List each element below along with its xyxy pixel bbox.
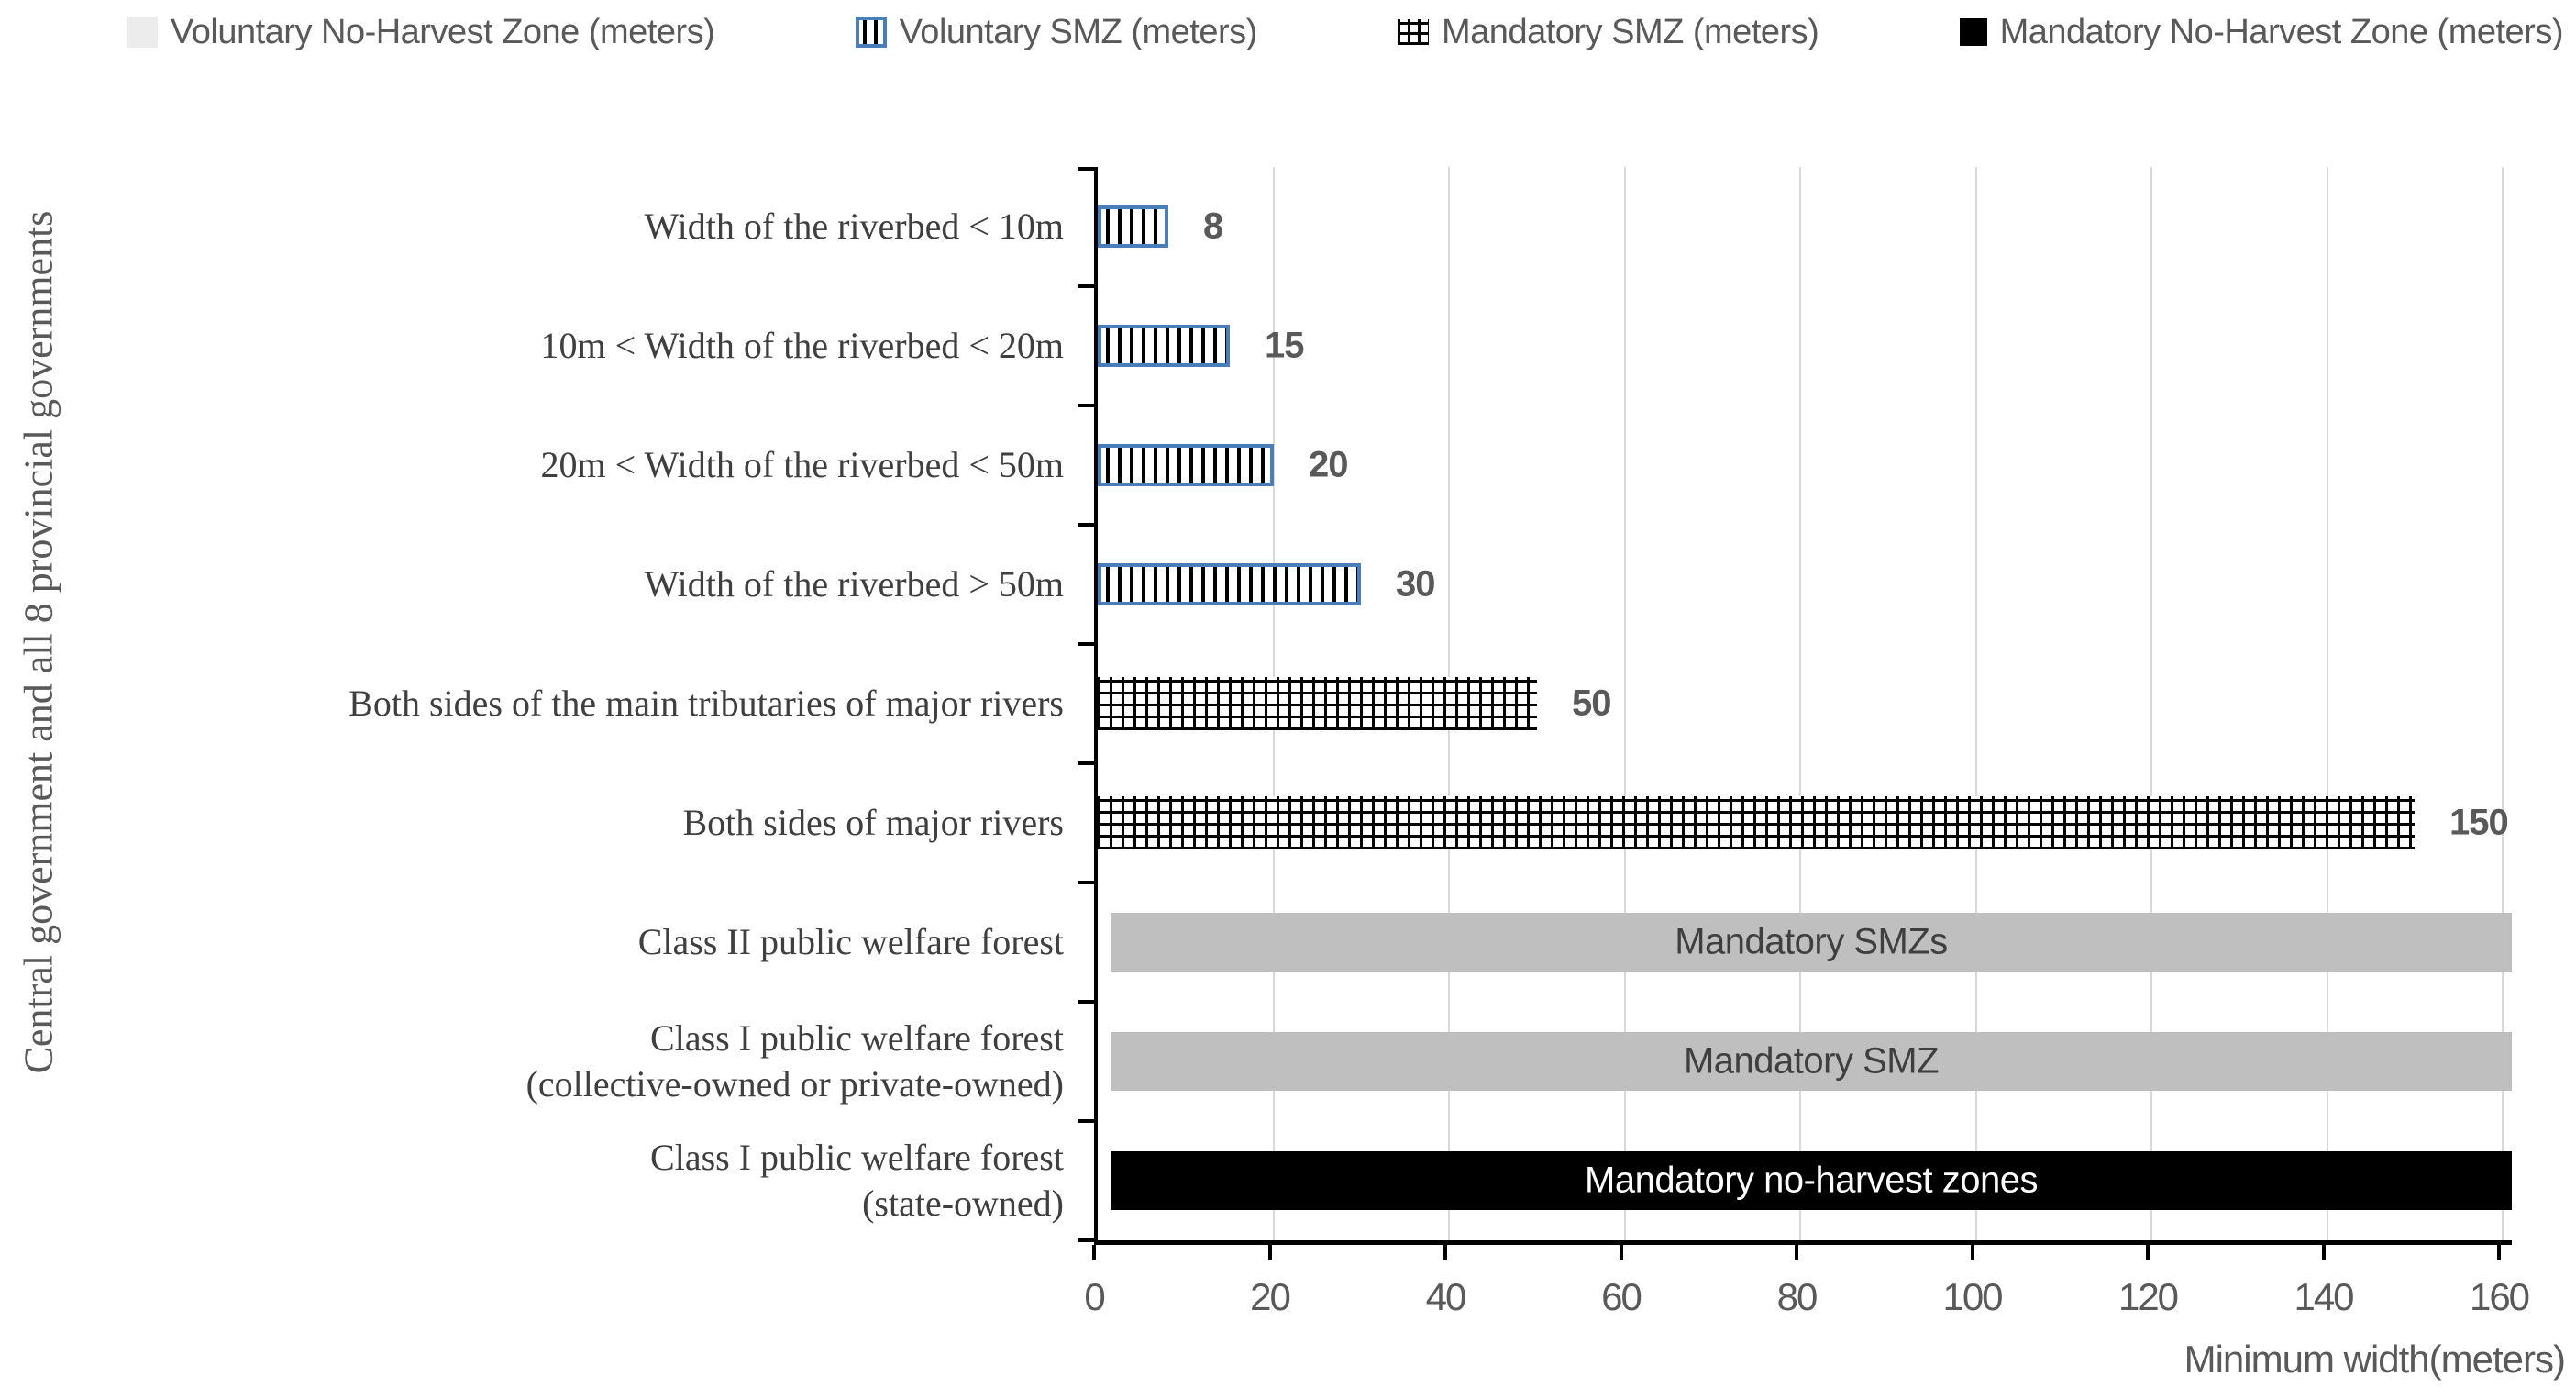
x-axis-tick-label: 100 (1942, 1275, 2003, 1318)
bar-gray: Mandatory SMZ (1111, 1032, 2512, 1091)
category-label-line: (collective-owned or private-owned) (525, 1063, 1064, 1105)
x-axis-tick-label: 80 (1776, 1275, 1819, 1318)
bar-crosshatch (1098, 796, 2415, 849)
bar-value-label: 8 (1203, 205, 1223, 247)
vertical-gridline (2502, 167, 2504, 1240)
legend-item-label: Mandatory No-Harvest Zone (meters) (1999, 12, 2564, 51)
category-label-line: Class I public welfare forest (650, 1017, 1064, 1059)
x-axis-tick (2497, 1245, 2501, 1260)
y-axis-tick (1078, 1000, 1094, 1004)
chart-row: Mandatory SMZ (1098, 1002, 2512, 1121)
x-axis-tick-label: 120 (2117, 1275, 2179, 1318)
chart-legend: Voluntary No-Harvest Zone (meters) Volunt… (127, 7, 2563, 57)
category-label-line: 10m < Width of the riverbed < 20m (540, 325, 1064, 366)
y-axis-tick (1078, 881, 1094, 884)
x-axis-title: Minimum width(meters) (2184, 1338, 2566, 1381)
x-axis-tick-label: 0 (1084, 1275, 1105, 1318)
bar-inner-label: Mandatory SMZs (1675, 921, 1948, 962)
bar-stripes (1098, 563, 1361, 605)
x-axis-tick (1970, 1245, 1974, 1260)
y-axis-tick (1078, 1119, 1094, 1123)
vertical-gridline (2150, 167, 2152, 1240)
x-axis-tick (2321, 1245, 2326, 1260)
legend-item-label: Voluntary No-Harvest Zone (meters) (171, 12, 715, 51)
chart-row: 30 (1098, 525, 2512, 644)
x-axis-tick (2146, 1245, 2150, 1260)
category-label-line: Width of the riverbed < 10m (644, 205, 1065, 247)
category-label: Both sides of major rivers (119, 800, 1065, 846)
vertical-gridline (1623, 167, 1626, 1240)
bar-value-label: 150 (2449, 802, 2509, 843)
bar-black: Mandatory no-harvest zones (1111, 1151, 2512, 1210)
x-axis-tick-label: 60 (1601, 1275, 1642, 1318)
vertical-gridline (1799, 167, 1801, 1240)
x-axis-tick-label: 20 (1250, 1275, 1291, 1318)
y-axis-tick (1078, 523, 1094, 527)
category-label-line: Both sides of major rivers (682, 802, 1065, 843)
bar-value-label: 30 (1396, 563, 1435, 605)
bar-value-label: 20 (1309, 444, 1348, 485)
chart-row: Mandatory no-harvest zones (1098, 1121, 2512, 1240)
vertical-gridline (2326, 167, 2328, 1240)
category-label: Width of the riverbed > 50m (119, 561, 1065, 607)
y-axis-tick (1078, 284, 1094, 288)
chart-row: 15 (1098, 286, 2512, 405)
chart-row: 8 (1098, 167, 2512, 286)
bar-inner-label: Mandatory SMZ (1683, 1040, 1940, 1082)
x-axis-tick (1795, 1245, 1798, 1260)
x-axis-tick-label: 140 (2294, 1275, 2354, 1318)
category-label: Class I public welfare forest (collective… (119, 1016, 1064, 1107)
legend-item: Voluntary SMZ (meters) (855, 12, 1258, 52)
bar-crosshatch (1098, 677, 1537, 730)
category-label-line: Both sides of the main tributaries of ma… (348, 683, 1064, 724)
category-label: 20m < Width of the riverbed < 50m (119, 442, 1064, 488)
bar-stripes (1098, 205, 1168, 248)
chart-row: 20 (1098, 405, 2512, 525)
x-axis-tick (1092, 1245, 1096, 1260)
vertical-gridline (1974, 167, 1977, 1240)
bar-value-label: 15 (1265, 325, 1304, 366)
y-axis-tick (1078, 404, 1094, 407)
bar-stripes (1098, 444, 1274, 486)
category-label: Class I public welfare forest (state-owne… (119, 1135, 1064, 1227)
legend-item: Mandatory No-Harvest Zone (meters) (1959, 12, 2564, 52)
chart-row: 50 (1098, 644, 2512, 763)
plot-area: 8 15 20 30 50 150 Mandatory SMZs Mandatory SMZ M… (1078, 167, 2512, 1245)
chart-row: 150 (1098, 763, 2512, 883)
chart-row: Mandatory SMZs (1098, 883, 2512, 1002)
legend-swatch-mandatory-smz-icon (1398, 19, 1430, 45)
category-label-line: Class II public welfare forest (637, 921, 1064, 962)
category-label-line: Class I public welfare forest (650, 1137, 1064, 1178)
y-axis-title: Central government and all 8 provincial … (16, 210, 61, 1074)
category-label: Both sides of the main tributaries of ma… (119, 681, 1064, 727)
x-axis-tick (1619, 1245, 1623, 1260)
bar-stripes (1098, 325, 1230, 367)
y-axis-tick (1078, 642, 1094, 646)
bar-value-label: 50 (1572, 683, 1611, 724)
y-axis-tick (1078, 1238, 1094, 1242)
x-axis-tick (1267, 1245, 1272, 1260)
category-label-line: Width of the riverbed > 50m (644, 563, 1065, 605)
bar-gray: Mandatory SMZs (1111, 913, 2512, 972)
y-axis-tick (1078, 167, 1094, 171)
legend-item: Voluntary No-Harvest Zone (meters) (127, 12, 715, 52)
category-label: Width of the riverbed < 10m (119, 204, 1065, 250)
legend-item-label: Voluntary SMZ (meters) (899, 12, 1258, 51)
x-axis-tick (1443, 1245, 1447, 1260)
category-label: 10m < Width of the riverbed < 20m (119, 323, 1064, 369)
x-axis-tick-label: 40 (1425, 1275, 1467, 1318)
y-axis-tick (1078, 761, 1094, 765)
category-label-line: 20m < Width of the riverbed < 50m (540, 444, 1064, 485)
bar-inner-label: Mandatory no-harvest zones (1585, 1160, 2038, 1201)
category-label-line: (state-owned) (862, 1182, 1064, 1224)
category-label: Class II public welfare forest (119, 919, 1064, 965)
legend-item: Mandatory SMZ (meters) (1398, 13, 1819, 52)
legend-swatch-voluntary-no-harvest-icon (127, 17, 158, 48)
x-axis-tick-label: 160 (2469, 1275, 2530, 1318)
legend-swatch-voluntary-smz-icon (855, 17, 887, 48)
legend-item-label: Mandatory SMZ (meters) (1442, 12, 1819, 51)
legend-swatch-mandatory-no-harvest-icon (1959, 18, 1987, 46)
